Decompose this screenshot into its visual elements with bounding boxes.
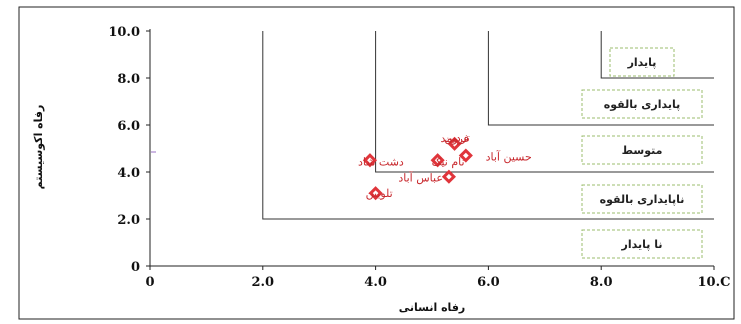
zone-label-text: پایدار [627,56,657,69]
x-tick-label: 4.0 [364,275,387,290]
zone-label-box-1: پایداری بالقوه [581,89,703,119]
y-tick-label: 2.0 [117,213,140,228]
zone-label-text: نا پایدار [621,238,663,251]
data-point-center [451,140,458,147]
x-axis-title: رفاه انسانی [399,301,465,314]
zone-label-text: پایداری بالقوه [604,98,680,111]
zone-label-box-3: ناپایداری بالقوه [581,184,703,214]
zone-label-frame [581,229,703,259]
x-tick-label: 8.0 [590,275,613,290]
data-point-center [372,190,379,196]
x-tick-label: 10.C [698,275,731,290]
x-tick-layer: 0 2.0 4.0 6.0 8.0 10.C [145,266,730,290]
data-point-label: نام نیک [432,155,465,168]
zone-label-frame [581,89,703,119]
x-tick-label: 0 [145,275,154,290]
y-tick-layer: 0 2.0 4.0 6.0 8.0 10.0 [108,25,150,275]
y-axis-title: رفاه اکوسیستم [32,105,45,190]
zone-label-frame [581,135,703,165]
zone-boundary-1 [487,31,714,126]
zone-boundary-2 [375,31,714,173]
zone-labels-layer: پایدار پایداری بالقوه متوسط ناپایداری بالقو… [581,47,703,259]
data-point-label: تلویین [366,187,393,200]
y-tick-label: 6.0 [117,119,140,134]
zone-boundary-0 [600,31,714,79]
data-point-center [434,157,441,164]
data-point-label: تردین [444,132,469,145]
data-point-label: عباس آباد [398,172,443,185]
zone-label-frame [609,47,675,77]
data-point-center [446,173,452,180]
x-tick-label: 2.0 [251,275,274,290]
zone-label-box-2: متوسط [581,135,703,165]
data-point-label: فرومد [441,132,469,145]
zone-label-box-0: پایدار [609,47,675,77]
y-tick-label: 0 [131,260,140,275]
y-tick-label: 10.0 [108,25,140,40]
y-tick-label: 4.0 [117,166,140,181]
data-point-label: دشت شاد [358,155,404,168]
zone-label-text: متوسط [622,144,663,157]
zone-boundary-3 [262,31,714,220]
data-point-center [463,152,469,159]
zone-label-text: ناپایداری بالقوه [600,193,685,206]
x-tick-label: 6.0 [477,275,500,290]
zone-label-box-4: نا پایدار [581,229,703,259]
zone-label-frame [581,184,703,214]
data-point-label: حسین آباد [486,150,532,163]
data-point-center [367,157,373,164]
y-tick-label: 8.0 [117,72,140,87]
zones-layer [262,31,714,220]
